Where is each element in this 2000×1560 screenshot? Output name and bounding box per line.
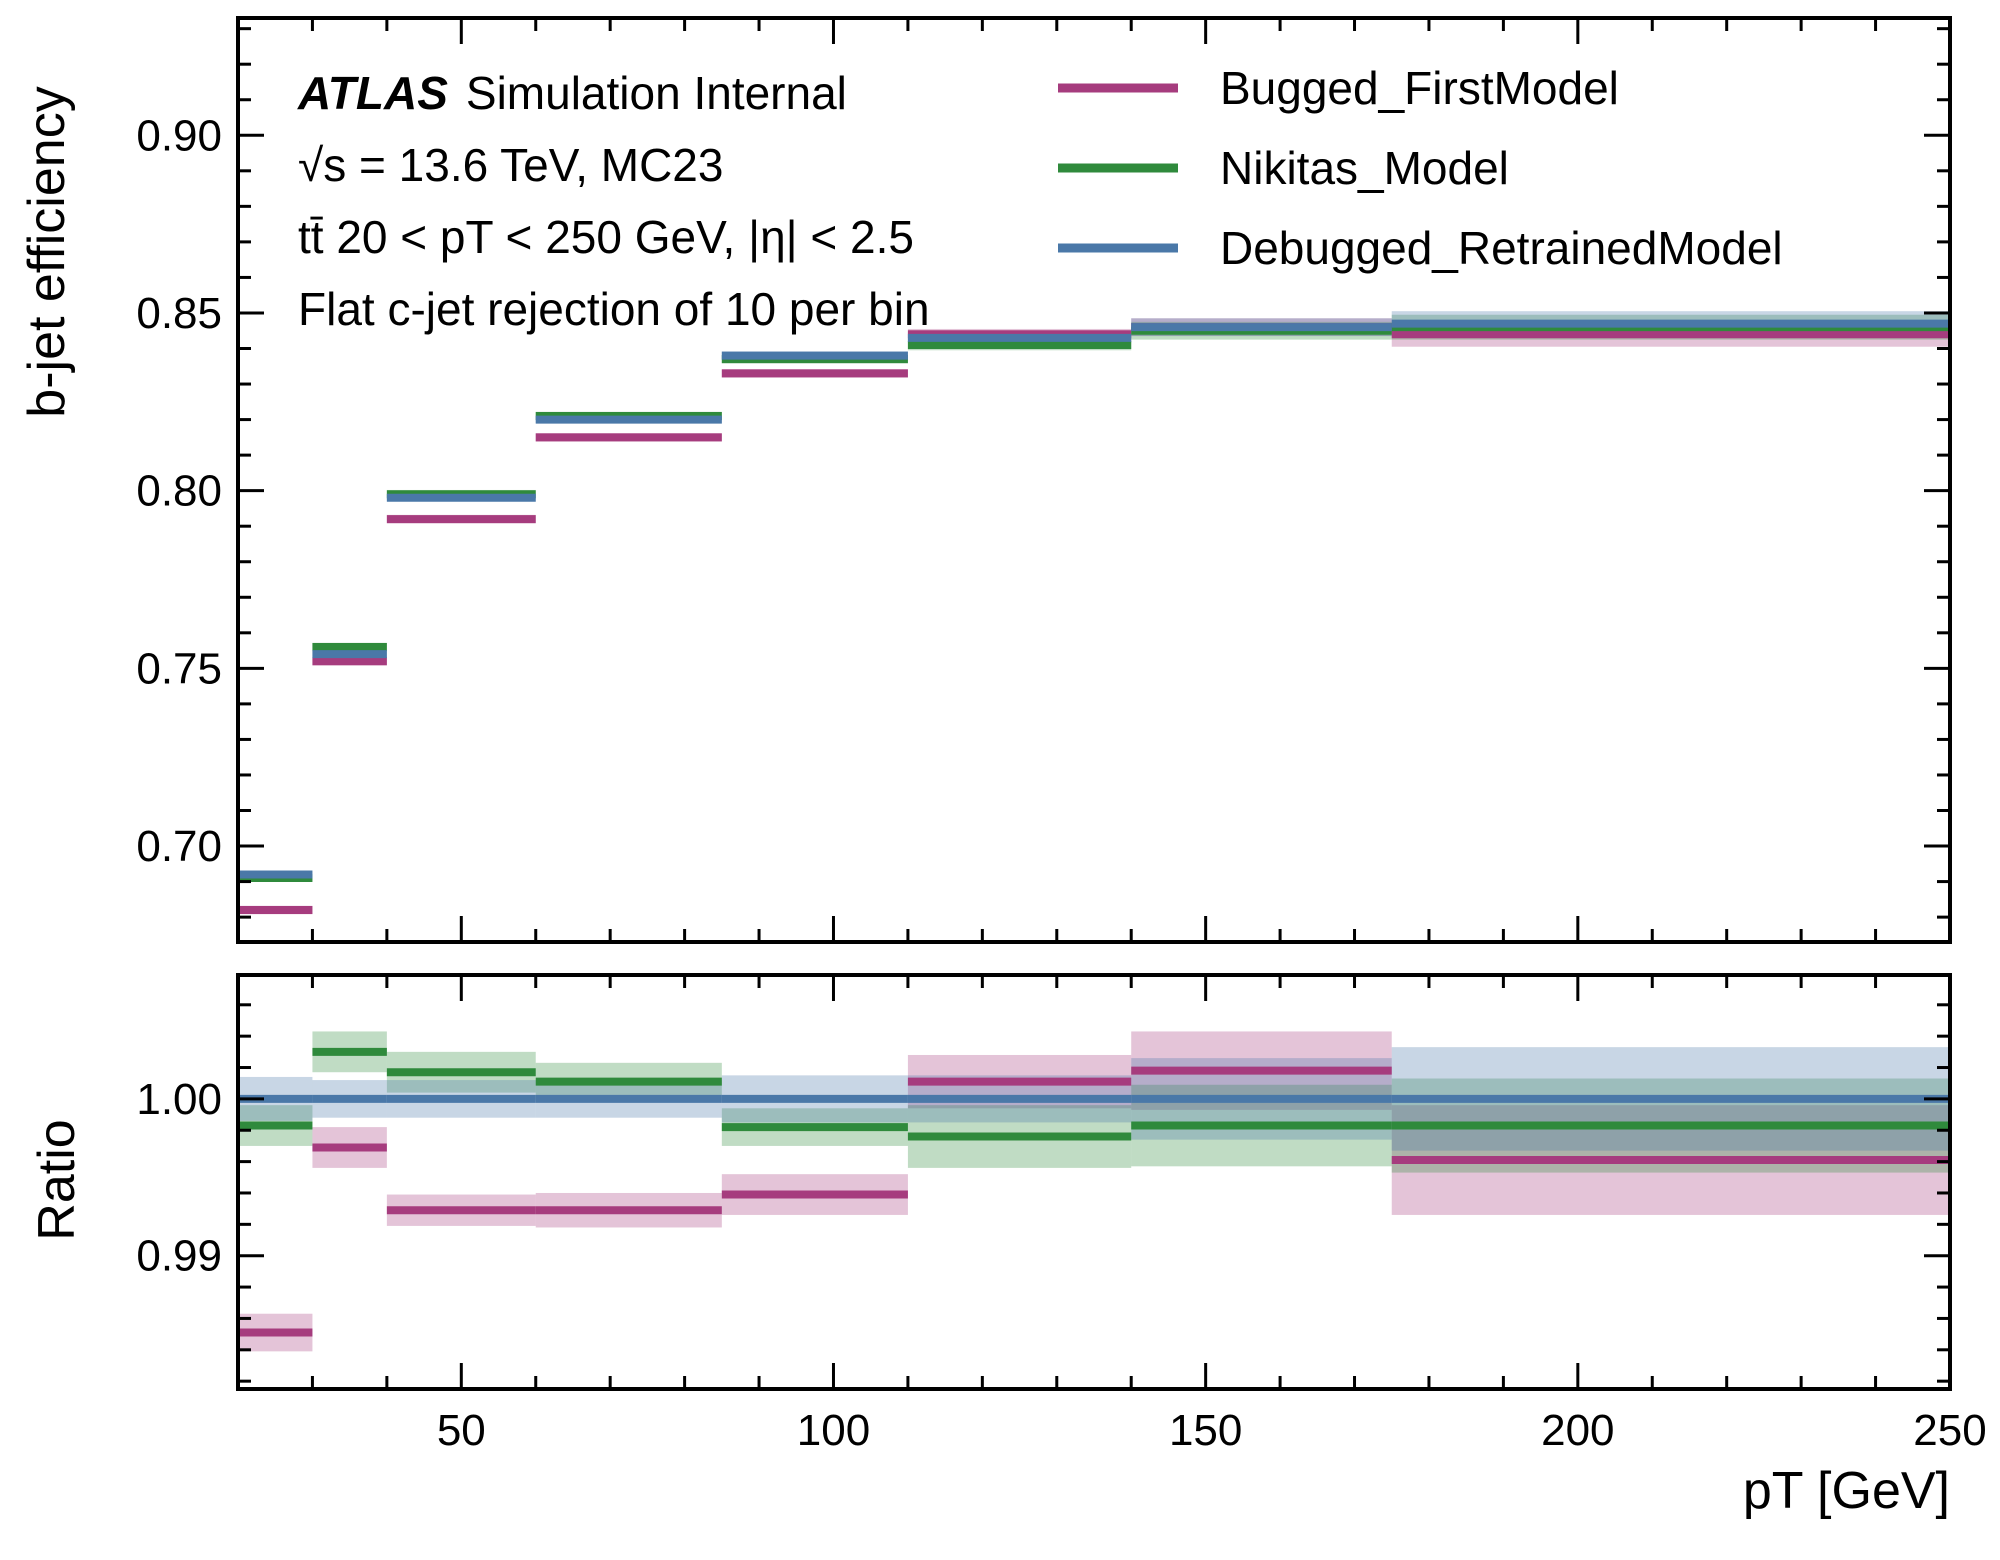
legend: Bugged_FirstModel Nikitas_Model Debugged_R… [1058,62,1783,274]
ratio-plot-frame [236,973,1952,1391]
y-tick-label-top: 0.90 [136,111,222,160]
axis-tick-labels: 50 100 150 200 250 0.70 0.75 0.80 0.85 0.90 0.99 1.… [136,111,1986,1455]
x-tick-label: 250 [1913,1406,1986,1455]
y-tick-label-top: 0.85 [136,289,222,338]
x-axis-title: pT [GeV] [1743,1462,1950,1520]
info-line-energy: √s = 13.6 TeV, MC23 [298,139,723,191]
top-efficiency-lines [238,319,1950,915]
x-tick-label: 150 [1169,1406,1242,1455]
ratio-lines [238,1047,1950,1337]
x-tick-label: 100 [797,1406,870,1455]
legend-label: Nikitas_Model [1220,142,1509,194]
y-tick-label-ratio: 0.99 [136,1232,222,1281]
y-tick-label-ratio: 1.00 [136,1075,222,1124]
info-line-selection: tt̄ 20 < pT < 250 GeV, |η| < 2.5 [298,211,914,263]
y-axis-title-ratio: Ratio [28,1119,86,1240]
info-line-rejection: Flat c-jet rejection of 10 per bin [298,283,930,335]
y-tick-label-top: 0.80 [136,467,222,516]
x-tick-label: 50 [437,1406,486,1455]
top-plot-frame [236,16,1952,944]
legend-label: Bugged_FirstModel [1220,62,1619,114]
experiment-label: ATLAS [297,67,448,119]
top-uncertainty-bands [238,311,1950,915]
axis-ticks [236,18,1952,1389]
y-tick-label-top: 0.75 [136,644,222,693]
status-label: Simulation Internal [466,67,847,119]
atlas-label: ATLAS Simulation Internal [297,67,847,119]
y-axis-title-top: b-jet efficiency [18,86,76,417]
legend-label: Debugged_RetrainedModel [1220,222,1783,274]
x-tick-label: 200 [1541,1406,1614,1455]
y-tick-label-top: 0.70 [136,822,222,871]
